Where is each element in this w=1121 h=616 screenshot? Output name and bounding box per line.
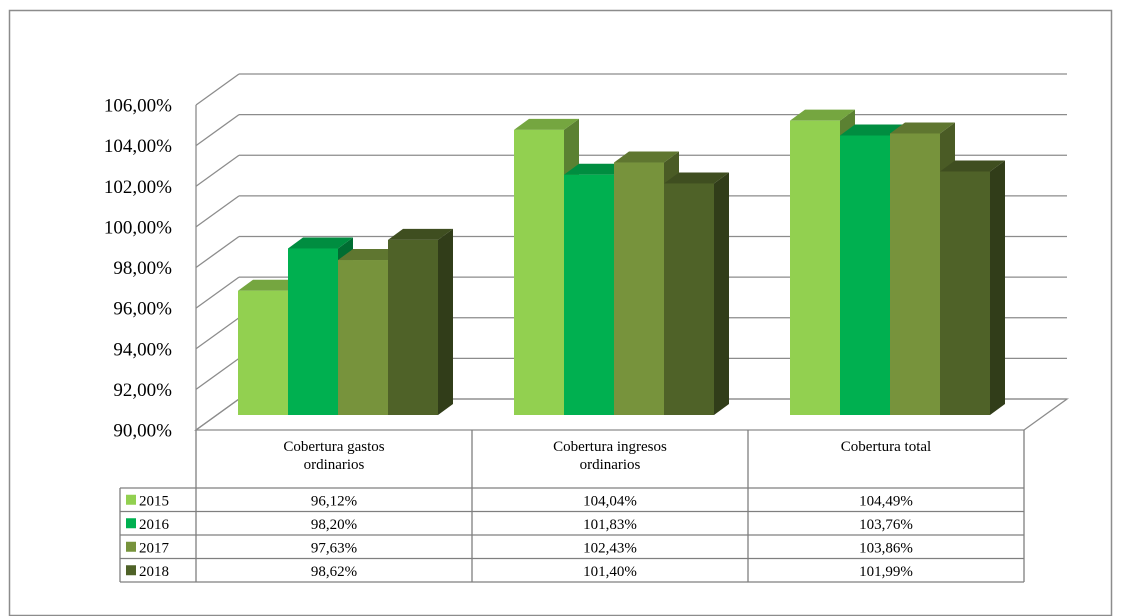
bar	[890, 133, 940, 415]
legend-label: 2015	[139, 493, 169, 509]
data-label: 102,43%	[583, 540, 637, 556]
legend-label: 2018	[139, 564, 169, 580]
legend-key	[126, 518, 136, 529]
y-tick-label: 92,00%	[113, 380, 172, 401]
y-tick-label: 98,00%	[113, 258, 172, 279]
gridline-side	[195, 276, 240, 309]
gridline-side	[195, 114, 240, 147]
data-label: 98,20%	[311, 517, 357, 533]
data-label: 104,04%	[583, 493, 637, 509]
legend-key	[126, 565, 136, 576]
legend-label: 2017	[139, 540, 170, 556]
bar	[388, 239, 438, 415]
bar	[664, 183, 714, 415]
bar	[790, 120, 840, 415]
data-label: 103,76%	[859, 517, 913, 533]
gridline-side	[195, 235, 240, 269]
legend-label: 2016	[139, 517, 170, 533]
bar-top	[564, 163, 629, 175]
gridline-side	[195, 317, 240, 350]
y-tick-label: 96,00%	[113, 299, 172, 320]
data-label: 104,49%	[859, 493, 913, 509]
bars	[238, 109, 1005, 415]
data-label: 101,40%	[583, 564, 637, 580]
data-table: Cobertura gastos ordinarios Cobertura ingr…	[119, 430, 1025, 583]
bar	[514, 129, 564, 415]
bar	[238, 290, 288, 415]
data-label: 103,86%	[859, 540, 913, 556]
bar-top	[840, 124, 905, 136]
bar-top	[388, 228, 453, 240]
bar-side	[438, 228, 453, 415]
gridline-side	[195, 398, 240, 431]
category-label: Cobertura gastos	[283, 439, 384, 455]
bar-top	[664, 172, 729, 184]
bar-top	[940, 160, 1005, 172]
bar-top	[890, 122, 955, 134]
y-tick-label: 94,00%	[113, 339, 172, 360]
gridline-side	[195, 73, 240, 106]
bar	[614, 162, 664, 415]
y-tick-label: 104,00%	[104, 136, 172, 157]
bar	[564, 174, 614, 415]
bar-top	[338, 249, 403, 261]
bar	[940, 171, 990, 415]
bar	[288, 248, 338, 415]
gridline-side	[195, 357, 240, 390]
data-label: 101,83%	[583, 517, 637, 533]
category-label: ordinarios	[580, 457, 641, 473]
category-label: ordinarios	[304, 457, 365, 473]
bar-top	[790, 109, 855, 121]
bar-top	[238, 279, 303, 291]
bar-side	[990, 160, 1005, 415]
y-tick-label: 90,00%	[113, 421, 172, 442]
gridline-side	[195, 154, 240, 187]
gridline-side	[195, 195, 240, 228]
data-label: 96,12%	[311, 493, 357, 509]
bar-top	[288, 237, 353, 249]
legend-key	[126, 494, 136, 505]
legend-key	[126, 541, 136, 552]
y-axis: 90,00% 92,00% 94,00% 96,00% 98,00% 100,00% 102…	[104, 96, 197, 442]
bar	[840, 135, 890, 415]
y-tick-label: 102,00%	[104, 177, 172, 198]
bar	[338, 260, 388, 415]
data-label: 101,99%	[859, 564, 913, 580]
bar-side	[714, 172, 729, 415]
bar-top	[514, 118, 579, 130]
category-label: Cobertura total	[841, 439, 931, 455]
data-label: 98,62%	[311, 564, 357, 580]
data-label: 97,63%	[311, 540, 357, 556]
category-label: Cobertura ingresos	[553, 439, 667, 455]
y-tick-label: 106,00%	[104, 96, 172, 117]
y-tick-label: 100,00%	[104, 217, 172, 238]
bar-top	[614, 151, 679, 163]
